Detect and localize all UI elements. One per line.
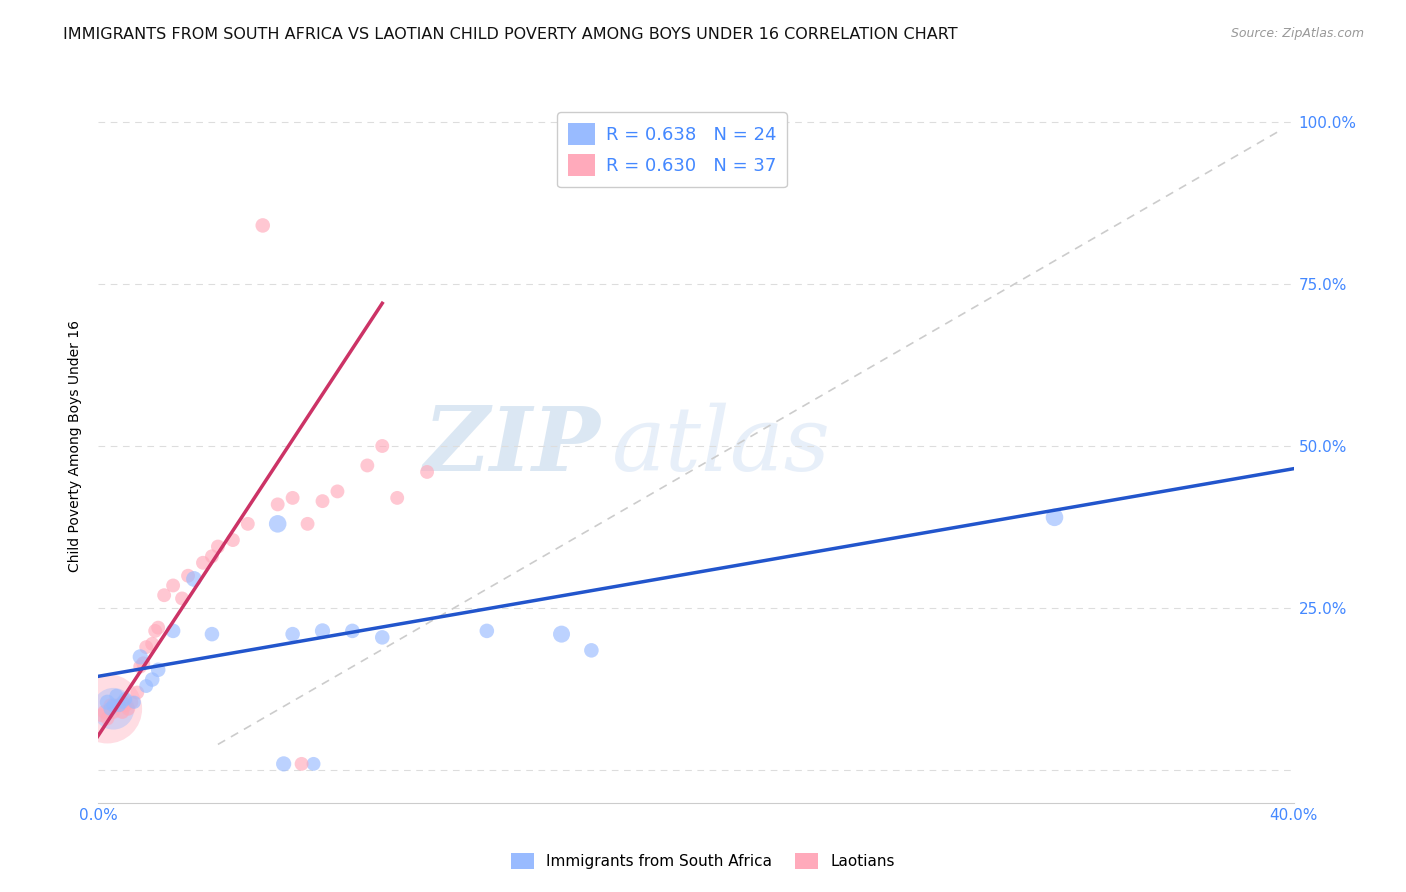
Point [103,705,125,719]
Point [124,695,146,709]
Text: Source: ZipAtlas.com: Source: ZipAtlas.com [1230,27,1364,40]
Point [108,698,131,713]
Point [172,591,194,606]
Point [96,711,118,725]
Point [475,624,498,638]
Point [111,695,134,709]
Point [90,708,112,723]
Point [103,702,125,716]
Point [183,572,205,586]
Point [135,640,157,654]
Point [127,685,149,699]
Point [297,516,319,531]
Point [236,516,259,531]
Point [129,659,152,673]
Text: ZIP: ZIP [425,403,600,489]
Point [356,458,378,473]
Point [117,702,139,716]
Point [1043,510,1066,524]
Point [371,631,394,645]
Point [141,637,163,651]
Point [201,627,224,641]
Point [291,756,314,771]
Point [162,578,184,592]
Point [98,702,122,716]
Point [326,484,349,499]
Point [581,643,603,657]
Point [371,439,394,453]
Point [132,657,155,671]
Point [141,673,163,687]
Point [108,698,131,713]
Point [96,702,118,716]
Point [385,491,409,505]
Legend: Immigrants from South Africa, Laotians: Immigrants from South Africa, Laotians [505,847,901,875]
Point [281,491,304,505]
Point [191,556,214,570]
Text: IMMIGRANTS FROM SOUTH AFRICA VS LAOTIAN CHILD POVERTY AMONG BOYS UNDER 16 CORREL: IMMIGRANTS FROM SOUTH AFRICA VS LAOTIAN … [63,27,957,42]
Point [105,698,128,713]
Point [93,705,115,719]
Text: atlas: atlas [613,402,831,490]
Point [135,679,157,693]
Point [267,516,290,531]
Point [311,624,333,638]
Point [148,663,170,677]
Point [143,624,166,638]
Point [201,549,224,564]
Point [267,497,290,511]
Point [114,692,136,706]
Point [120,695,142,709]
Point [98,698,122,713]
Point [342,624,364,638]
Point [273,756,295,771]
Point [114,698,136,713]
Point [111,705,134,719]
Point [311,494,333,508]
Point [416,465,439,479]
Point [162,624,184,638]
Point [550,627,572,641]
Y-axis label: Child Poverty Among Boys Under 16: Child Poverty Among Boys Under 16 [69,320,83,572]
Point [105,689,128,703]
Point [129,649,152,664]
Point [281,627,304,641]
Point [177,568,200,582]
Point [252,219,274,233]
Point [103,698,125,713]
Point [153,588,176,602]
Point [96,695,118,709]
Point [148,621,170,635]
Point [222,533,245,547]
Point [302,756,325,771]
Point [207,540,229,554]
Legend: R = 0.638   N = 24, R = 0.630   N = 37: R = 0.638 N = 24, R = 0.630 N = 37 [557,112,787,187]
